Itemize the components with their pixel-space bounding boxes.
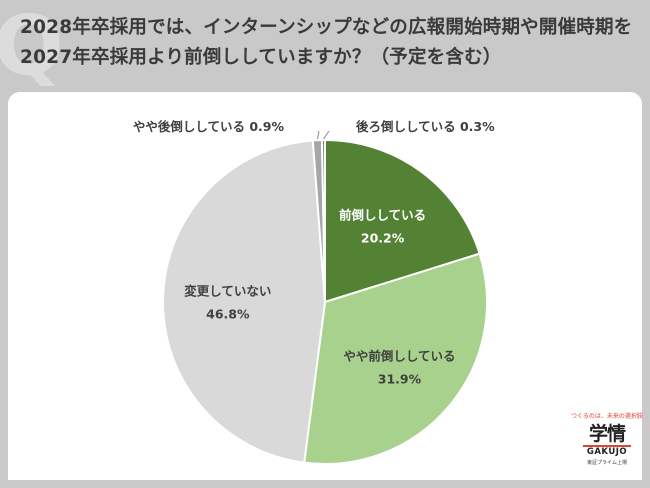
logo-mark: 学情 bbox=[588, 423, 626, 445]
slice-4-label: やや後倒ししている 0.9% bbox=[133, 119, 285, 134]
slice-2-label: やや前倒ししている bbox=[343, 348, 455, 363]
slice-3-value: 46.8% bbox=[206, 306, 250, 321]
logo-tagline: つくるのは、未来の選択肢 bbox=[571, 413, 643, 420]
slice-1-label: 前倒ししている bbox=[339, 208, 426, 223]
header: Q 2028年卒採用では、インターンシップなどの広報開始時期や開催時期を2027… bbox=[0, 0, 650, 92]
slice-1-value: 20.2% bbox=[361, 231, 405, 246]
slice-5-label: 後ろ倒ししている 0.3% bbox=[356, 119, 495, 134]
logo-underbar bbox=[583, 445, 631, 447]
slice-2-wedge bbox=[303, 252, 488, 465]
slice-1-wedge bbox=[324, 138, 481, 304]
slice-3-wedge bbox=[162, 139, 327, 464]
q-watermark: Q bbox=[0, 0, 64, 92]
slice-4-leader-line bbox=[316, 130, 320, 140]
pie-slices bbox=[162, 138, 488, 465]
logo-subline: 東証プライム上場 bbox=[587, 460, 627, 466]
gakujo-logo: つくるのは、未来の選択肢 学情 GAKUJO 東証プライム上場 bbox=[569, 411, 645, 477]
slice-5-wedge bbox=[320, 138, 326, 303]
logo-wordmark: GAKUJO bbox=[586, 447, 628, 457]
slice-labels: 前倒ししている 20.2% やや前倒ししている 31.9% 変更していない 46.8% やや… bbox=[133, 119, 495, 386]
slice-2-value: 31.9% bbox=[378, 371, 422, 386]
chart-title: 2028年卒採用では、インターンシップなどの広報開始時期や開催時期を2027年卒… bbox=[20, 17, 633, 68]
slice-3-label: 変更していない bbox=[184, 283, 271, 298]
slice-5-leader-line bbox=[323, 130, 330, 140]
leader-lines bbox=[316, 130, 330, 140]
